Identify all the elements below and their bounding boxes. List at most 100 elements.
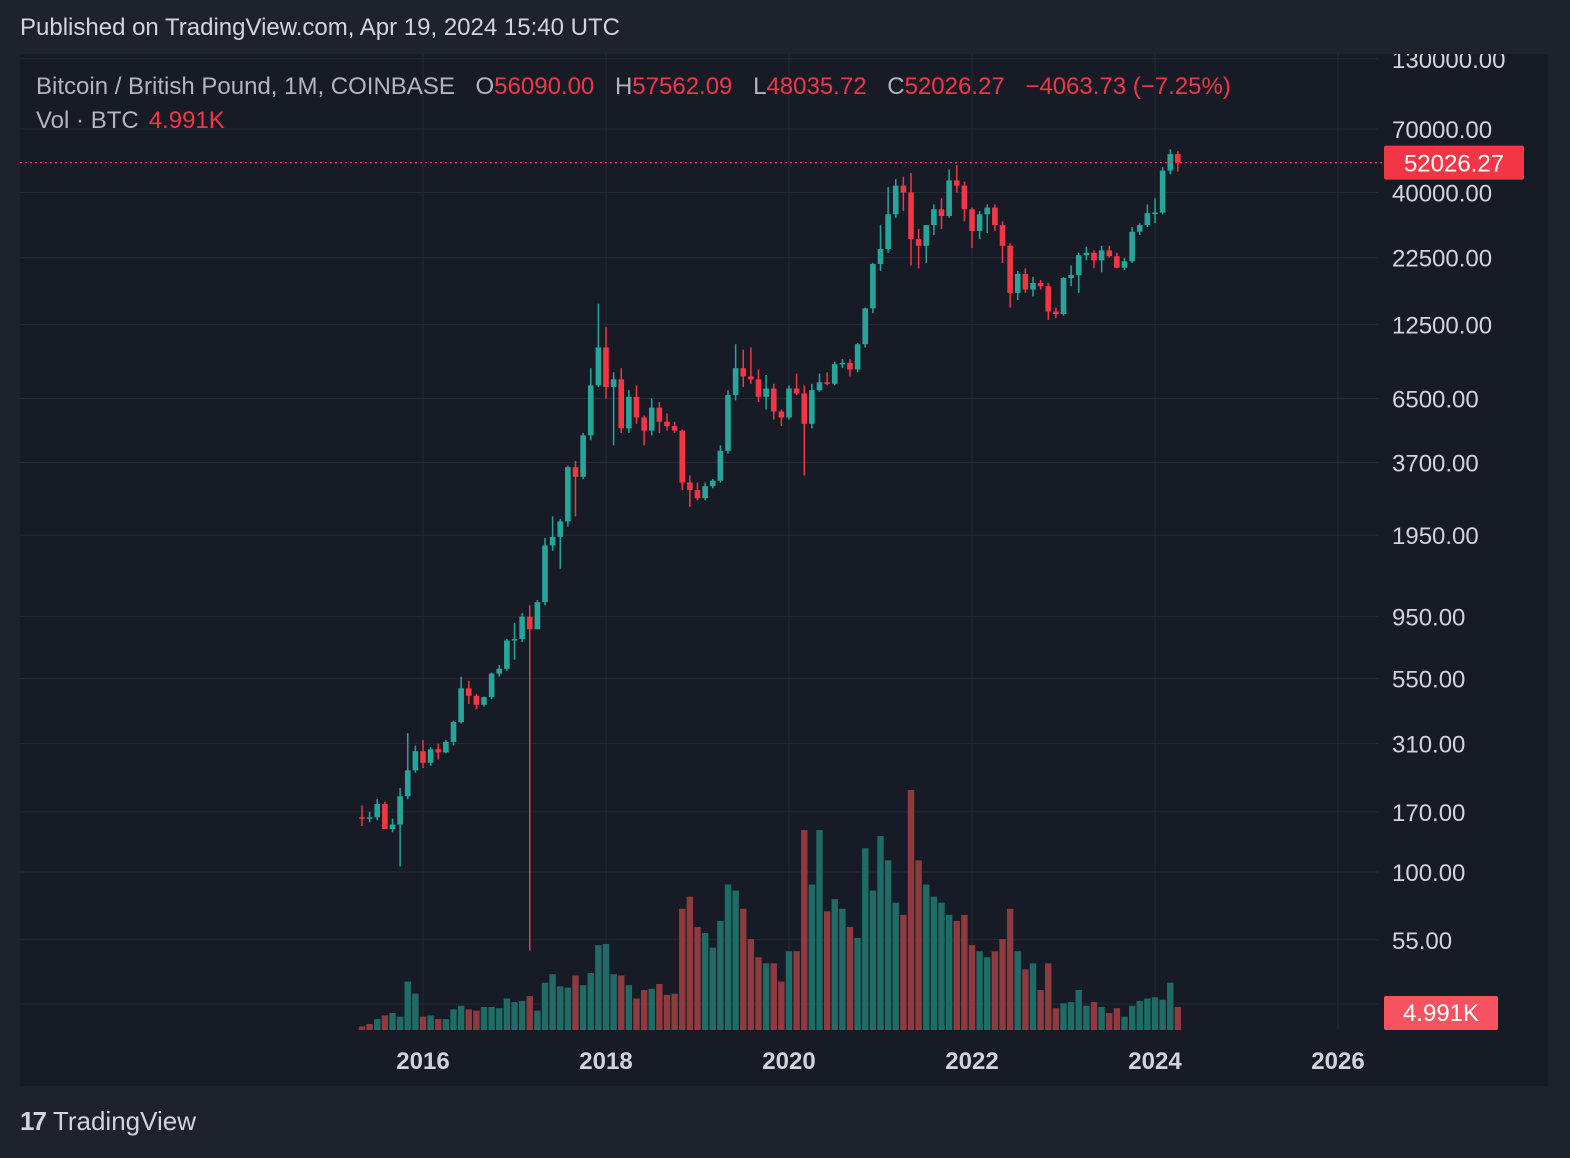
volume-bar: [457, 1005, 465, 1030]
volume-bar: [518, 1000, 526, 1030]
high-value: 57562.09: [632, 73, 733, 100]
candle-body: [664, 421, 670, 427]
volume-bar: [869, 890, 877, 1030]
candle-body: [915, 239, 922, 246]
volume-bar: [625, 985, 633, 1030]
candle-body: [443, 741, 449, 753]
candle-body: [702, 486, 708, 499]
volume-bar: [945, 914, 953, 1030]
volume-bar: [999, 939, 1006, 1030]
volume-bar: [404, 981, 411, 1030]
y-tick-label: 12500.00: [1392, 312, 1492, 339]
candle-body: [1114, 256, 1120, 268]
candle-body: [908, 192, 914, 240]
volume-label[interactable]: Vol · BTC: [36, 107, 139, 134]
volume-bar: [602, 943, 610, 1030]
candle-body: [725, 395, 731, 451]
candle-body: [1075, 255, 1082, 276]
candle-body: [580, 435, 586, 477]
volume-bar: [389, 1013, 396, 1030]
volume-bar: [618, 975, 625, 1030]
volume-bar: [427, 1015, 434, 1030]
candle-body: [793, 388, 800, 394]
published-caption: Published on TradingView.com, Apr 19, 20…: [20, 14, 620, 41]
volume-bar: [557, 986, 564, 1030]
volume-bar: [435, 1019, 442, 1030]
volume-bar: [1128, 1005, 1136, 1030]
volume-bar: [488, 1006, 495, 1030]
volume-bar: [396, 1016, 404, 1030]
candle-body: [549, 536, 556, 546]
last-volume-badge: [1384, 996, 1498, 1030]
volume-bar: [961, 914, 968, 1030]
volume-bar: [1006, 908, 1014, 1030]
y-tick-label: 22500.00: [1392, 246, 1492, 273]
volume-bar: [968, 945, 976, 1030]
high-label: H: [614, 73, 633, 100]
last-price-badge: [1384, 145, 1524, 180]
candle-body: [671, 426, 678, 431]
candle-body: [801, 393, 808, 424]
candle-body: [709, 480, 716, 487]
x-tick-label: 2022: [945, 1048, 998, 1075]
candle-body: [1175, 154, 1181, 163]
candle-body: [1121, 261, 1128, 268]
y-tick-label: 70000.00: [1392, 117, 1492, 144]
candle-body: [748, 376, 754, 380]
volume-bar: [930, 896, 938, 1030]
volume-bar: [808, 884, 816, 1030]
candle-body: [1106, 250, 1113, 257]
candle-body: [595, 347, 602, 386]
chart-frame[interactable]: 130000.00 70000.00 40000.00 22500.00 12500.0…: [20, 47, 1548, 1086]
candle-body: [450, 722, 457, 742]
footer-brand[interactable]: 17 TradingView: [20, 1106, 196, 1137]
candle-body: [717, 450, 724, 481]
candle-body: [763, 388, 769, 397]
x-tick-label: 2024: [1128, 1048, 1182, 1075]
legend-price-row: Bitcoin / British Pound, 1M, COINBASE O 5…: [36, 70, 1231, 104]
y-tick-label: 950.00: [1392, 605, 1465, 632]
open-label: O: [475, 73, 495, 100]
volume-bar: [1022, 969, 1029, 1030]
volume-bar: [564, 987, 572, 1030]
volume-bar: [595, 945, 602, 1030]
candle-body: [1014, 273, 1021, 293]
volume-bar: [587, 973, 594, 1030]
volume-bar: [381, 1015, 389, 1030]
y-tick-label: 310.00: [1392, 732, 1465, 759]
candle-body: [1037, 283, 1044, 287]
volume-bar: [938, 902, 945, 1030]
candle-body: [435, 749, 442, 753]
volume-bar: [663, 994, 671, 1030]
candle-body: [572, 467, 579, 477]
volume-bar: [823, 911, 831, 1030]
brand-name: TradingView: [52, 1106, 196, 1136]
volume-bar: [412, 993, 419, 1030]
volume-bar: [1037, 990, 1044, 1030]
candle-body: [877, 248, 884, 264]
legend-volume-row: Vol · BTC 4.991K: [36, 104, 1231, 138]
price-chart[interactable]: 130000.00 70000.00 40000.00 22500.00 12500.0…: [20, 47, 1548, 1086]
candle-body: [1152, 212, 1158, 215]
candle-body: [687, 482, 693, 491]
volume-bar: [1052, 1008, 1060, 1030]
candle-body: [359, 817, 365, 819]
volume-bar: [1106, 1013, 1113, 1030]
candle-body: [953, 180, 960, 186]
candle-body: [1030, 283, 1036, 290]
volume-bar: [694, 926, 701, 1030]
volume-bar: [892, 902, 899, 1030]
close-value: 52026.27: [904, 73, 1005, 100]
candle-body: [526, 616, 533, 630]
volume-bar: [610, 974, 617, 1030]
y-tick-label: 100.00: [1392, 860, 1465, 887]
candle-body: [458, 688, 464, 723]
volume-bar: [686, 896, 694, 1030]
candle-body: [1053, 311, 1059, 314]
symbol-title[interactable]: Bitcoin / British Pound, 1M, COINBASE: [36, 73, 455, 100]
volume-bar: [1113, 1008, 1121, 1030]
volume-bar: [679, 908, 686, 1030]
low-label: L: [753, 73, 767, 100]
candle-body: [1045, 286, 1052, 312]
volume-bar: [1060, 1003, 1067, 1030]
